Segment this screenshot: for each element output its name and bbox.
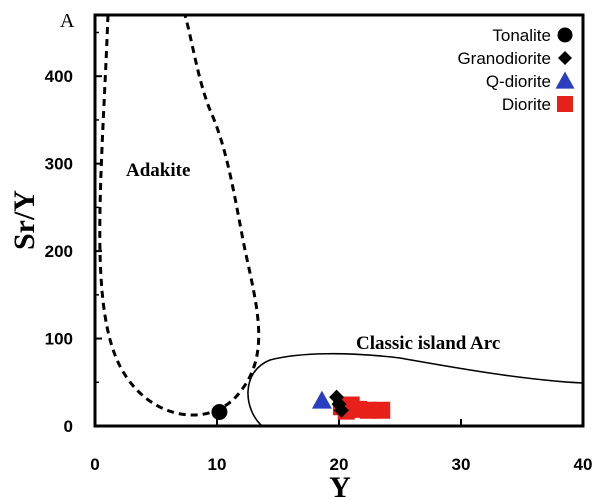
legend-label: Q-diorite [486, 72, 551, 91]
y-axis-title: Sr/Y [8, 190, 41, 250]
y-tick-label: 400 [45, 67, 73, 86]
y-tick-label: 100 [45, 330, 73, 349]
diorite-point [373, 401, 391, 419]
island-arc-boundary [247, 352, 583, 426]
panel-label: A [60, 10, 75, 32]
x-axis-title: Y [329, 471, 351, 499]
x-tick-label: 30 [452, 455, 471, 474]
legend: Tonalite Granodiorite Q-diorite Diorite [457, 26, 575, 114]
legend-label: Diorite [502, 95, 551, 114]
q-diorite-point [311, 390, 332, 409]
y-tick-label: 300 [45, 155, 73, 174]
adakite-region-label: Adakite [126, 160, 190, 181]
x-tick-label: 0 [90, 455, 99, 474]
legend-triangle-icon [555, 71, 575, 89]
legend-label: Granodiorite [457, 49, 551, 68]
plot-frame [93, 13, 585, 428]
x-tick-label: 10 [208, 455, 227, 474]
granodiorite-point [333, 402, 349, 418]
island-arc-region-label: Classic island Arc [356, 333, 500, 354]
tonalite-point [211, 404, 228, 421]
y-tick-label: 0 [64, 417, 73, 436]
x-tick-label: 20 [330, 455, 349, 474]
legend-diamond-icon [558, 51, 572, 65]
y-tick-label: 200 [45, 242, 73, 261]
diorite-point [359, 401, 377, 419]
legend-square-icon [557, 96, 573, 112]
x-tick-label: 40 [574, 455, 593, 474]
legend-label: Tonalite [492, 26, 551, 45]
legend-circle-icon [557, 27, 573, 43]
adakite-boundary [98, 15, 261, 417]
